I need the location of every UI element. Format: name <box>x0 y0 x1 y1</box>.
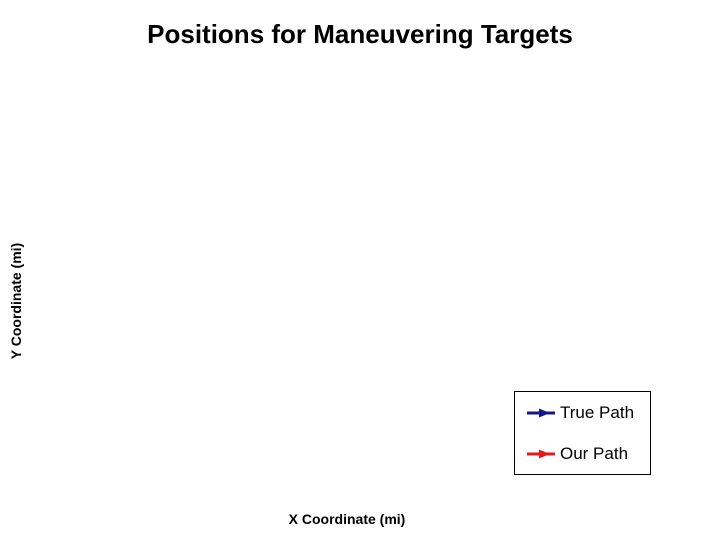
chart-title: Positions for Maneuvering Targets <box>147 19 573 49</box>
x-axis-title: X Coordinate (mi) <box>288 511 406 527</box>
true-path-legend-marker-icon <box>527 408 555 417</box>
legend-label-our-path: Our Path <box>560 444 629 463</box>
legend[interactable]: True Path Our Path <box>514 391 651 475</box>
y-axis-title: Y Coordinate (mi) <box>8 242 24 360</box>
legend-item-our-path[interactable]: Our Path <box>526 441 650 467</box>
our-path-legend-marker-icon <box>527 449 555 458</box>
legend-item-true-path[interactable]: True Path <box>526 400 650 426</box>
legend-label-true-path: True Path <box>560 403 635 422</box>
